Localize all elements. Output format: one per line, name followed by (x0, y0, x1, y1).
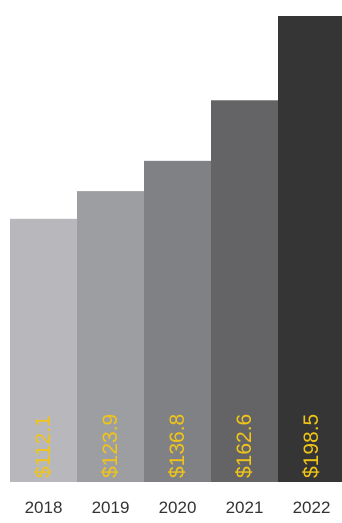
data-label-2019: $123.9 (99, 414, 122, 478)
bar-2021 (211, 100, 278, 483)
data-label-2022: $198.5 (300, 414, 323, 478)
data-label-2020: $136.8 (166, 414, 189, 478)
data-labels-group: $112.1 $123.9 $136.8 $162.6 $198.5 (32, 414, 323, 478)
bars-group (10, 16, 342, 483)
x-tick-label-2019: 2019 (92, 498, 130, 517)
x-axis-tick-labels: 2018 2019 2020 2021 2022 (25, 498, 331, 517)
data-label-2018: $112.1 (32, 415, 55, 478)
x-tick-label-2020: 2020 (159, 498, 197, 517)
bar-2019 (77, 191, 144, 483)
x-tick-label-2018: 2018 (25, 498, 63, 517)
x-tick-label-2022: 2022 (293, 498, 331, 517)
data-label-2021: $162.6 (233, 414, 256, 478)
x-tick-label-2021: 2021 (226, 498, 264, 517)
bar-2022 (278, 16, 342, 482)
bar-2020 (144, 160, 211, 482)
bar-2018 (10, 218, 77, 482)
